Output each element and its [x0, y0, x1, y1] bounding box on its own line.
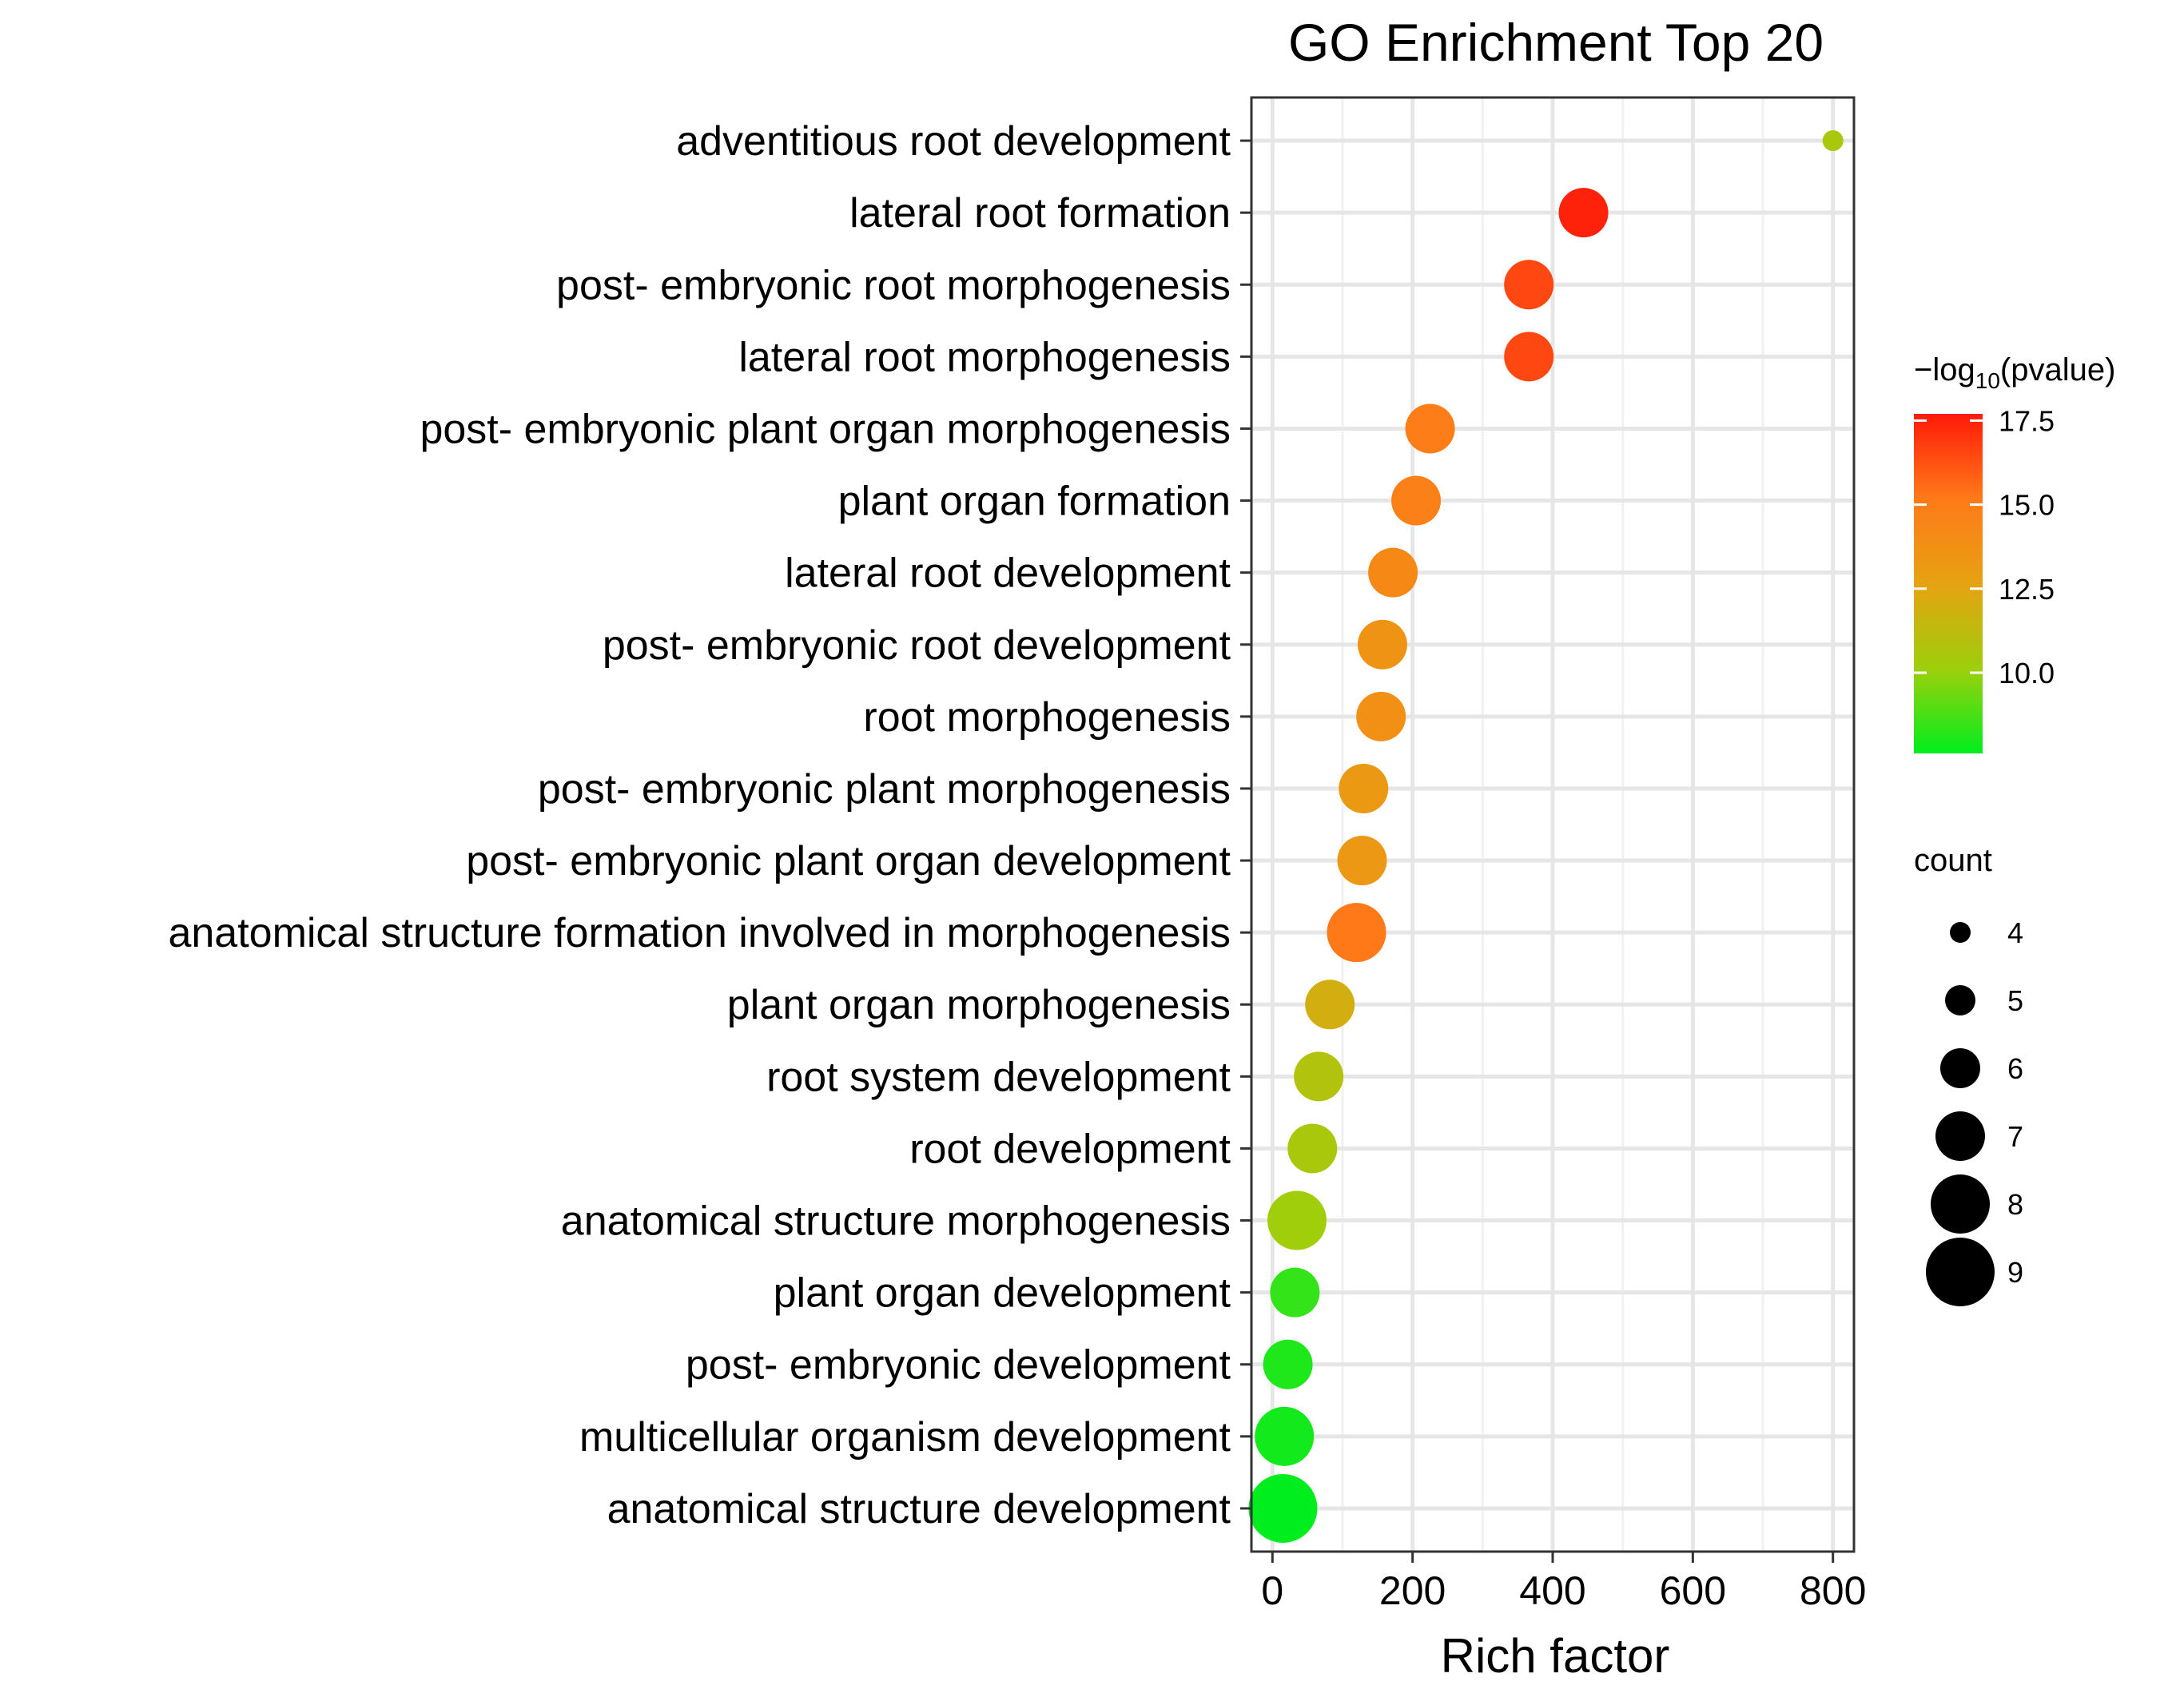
x-tick-label: 200 — [1379, 1568, 1446, 1613]
color-legend-title-suffix: (pvalue) — [2000, 352, 2116, 387]
y-tick-label: post- embryonic plant organ development — [466, 838, 1231, 884]
y-tick-label: root system development — [766, 1054, 1231, 1100]
color-legend: −log10(pvalue) 17.5 15.0 12.5 10.0 — [1914, 352, 2115, 753]
x-axis: 0 200 400 600 800 — [1261, 1552, 1866, 1613]
size-legend-dot — [1926, 1238, 1995, 1306]
size-legend-label: 8 — [2007, 1188, 2023, 1221]
x-tick-label: 0 — [1261, 1568, 1283, 1613]
color-bar-tick-label: 17.5 — [1999, 404, 2055, 437]
size-legend-label: 9 — [2007, 1256, 2023, 1289]
data-point — [1504, 260, 1554, 310]
data-point — [1263, 1339, 1313, 1389]
plot-panel — [1248, 96, 1856, 1553]
color-legend-title-prefix: −log — [1914, 352, 1975, 387]
chart-title: GO Enrichment Top 20 — [1288, 13, 1824, 72]
size-legend-dot — [1945, 985, 1975, 1015]
data-point — [1305, 980, 1355, 1030]
data-point — [1504, 332, 1554, 382]
size-legend-label: 4 — [2007, 916, 2023, 949]
color-bar-tick-label: 10.0 — [1999, 657, 2055, 690]
data-point — [1558, 188, 1609, 238]
y-tick-label: plant organ morphogenesis — [727, 982, 1231, 1028]
y-tick-label: lateral root formation — [849, 190, 1231, 236]
y-tick-label: post- embryonic plant morphogenesis — [538, 766, 1231, 813]
color-bar-tick-label: 12.5 — [1999, 573, 2055, 606]
y-tick-label: multicellular organism development — [579, 1414, 1231, 1461]
color-legend-title-sub: 10 — [1975, 368, 2000, 393]
y-tick-label: root morphogenesis — [863, 694, 1231, 741]
data-point — [1337, 836, 1387, 886]
data-point — [1357, 619, 1407, 670]
y-tick-label: anatomical structure development — [607, 1486, 1231, 1532]
data-point — [1270, 1267, 1320, 1317]
data-point — [1267, 1190, 1327, 1250]
x-tick-label: 800 — [1800, 1568, 1866, 1613]
data-point — [1391, 475, 1442, 526]
data-point — [1356, 691, 1406, 741]
y-tick-label: post- embryonic root morphogenesis — [556, 262, 1231, 308]
y-tick-label: anatomical structure morphogenesis — [561, 1198, 1231, 1245]
y-tick-label: plant organ development — [774, 1270, 1231, 1317]
data-point — [1339, 763, 1389, 813]
data-point — [1287, 1123, 1338, 1174]
size-legend-label: 5 — [2007, 984, 2023, 1017]
y-tick-label: post- embryonic root development — [603, 622, 1231, 669]
size-legend-dot — [1935, 1111, 1985, 1161]
color-legend-title: −log10(pvalue) — [1914, 352, 2115, 393]
y-tick-label: post- embryonic development — [686, 1342, 1231, 1389]
y-tick-label: adventitious root development — [676, 118, 1231, 165]
y-tick-label: lateral root morphogenesis — [738, 334, 1231, 380]
size-legend: count 4 5 6 7 8 9 — [1914, 843, 2023, 1306]
data-point — [1327, 903, 1386, 963]
data-point — [1255, 1406, 1315, 1466]
data-point — [1822, 130, 1844, 152]
y-tick-label: plant organ formation — [838, 479, 1231, 525]
size-legend-dot — [1950, 922, 1971, 943]
y-axis: adventitious root development lateral roo… — [168, 118, 1251, 1532]
size-legend-dot — [1940, 1048, 1980, 1088]
color-bar-tick-label: 15.0 — [1999, 489, 2055, 522]
x-tick-label: 400 — [1519, 1568, 1585, 1613]
y-tick-label: root development — [909, 1126, 1231, 1172]
y-tick-label: post- embryonic plant organ morphogenesi… — [420, 406, 1231, 452]
data-point — [1294, 1051, 1344, 1102]
y-tick-label: anatomical structure formation involved … — [168, 910, 1231, 956]
size-legend-label: 6 — [2007, 1052, 2023, 1085]
color-bar — [1914, 414, 1983, 753]
size-legend-label: 7 — [2007, 1120, 2023, 1153]
data-point — [1405, 403, 1455, 454]
x-tick-label: 600 — [1660, 1568, 1726, 1613]
x-axis-label: Rich factor — [1441, 1629, 1670, 1683]
size-legend-title: count — [1914, 843, 1992, 878]
y-tick-label: lateral root development — [785, 550, 1231, 597]
data-point — [1248, 1473, 1318, 1543]
data-point — [1368, 547, 1418, 598]
size-legend-dot — [1931, 1174, 1990, 1234]
